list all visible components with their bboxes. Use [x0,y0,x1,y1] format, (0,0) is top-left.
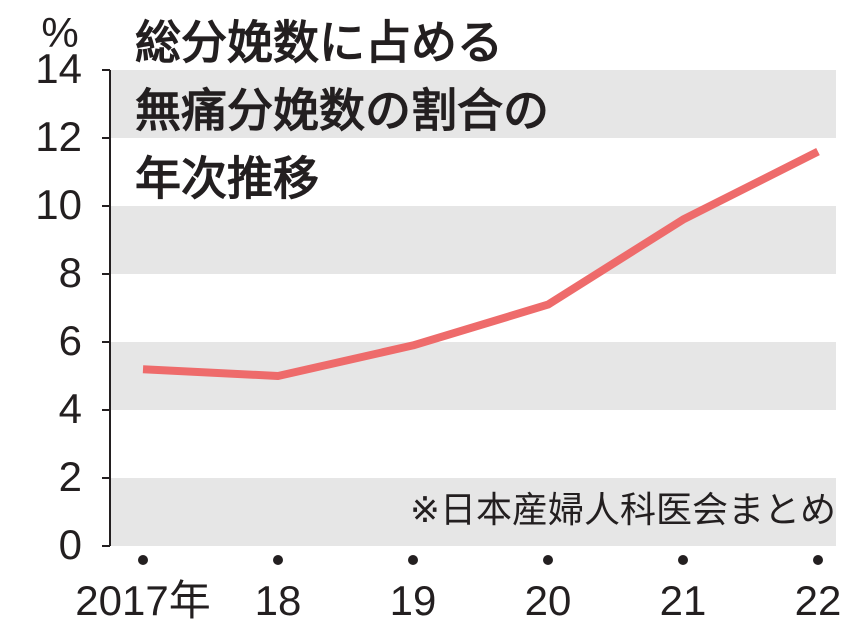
y-tick-label: 8 [59,249,82,296]
x-tick-label: 21 [660,577,707,624]
grid-band [110,70,836,138]
background-bands [110,70,836,546]
y-tick-label: 0 [59,521,82,568]
x-tick-dot [813,555,823,565]
chart-title: 年次推移 [135,152,319,206]
source-note: ※日本産婦人科医会まとめ [410,490,836,531]
x-tick-dot [678,555,688,565]
grid-band [110,478,836,546]
x-tick-dot [273,555,283,565]
y-tick-label: 6 [59,317,82,364]
y-tick-label: 12 [35,113,82,160]
chart-title: 無痛分娩数の割合の [135,84,549,138]
x-tick-dot [138,555,148,565]
y-tick-label: 10 [35,181,82,228]
grid-band [110,206,836,274]
y-tick-label: 2 [59,453,82,500]
y-tick-label: 14 [35,45,82,92]
x-tick-label: 19 [390,577,437,624]
x-tick-label: 22 [795,577,842,624]
x-tick-dot [543,555,553,565]
y-tick-label: 4 [59,385,82,432]
x-tick-dot [408,555,418,565]
x-tick-label: 20 [525,577,572,624]
x-tick-label: 2017年 [75,577,210,624]
data-line [142,148,820,380]
y-unit: % [41,9,78,56]
x-tick-label: 18 [255,577,302,624]
chart-title: 総分娩数に占める [135,16,503,70]
